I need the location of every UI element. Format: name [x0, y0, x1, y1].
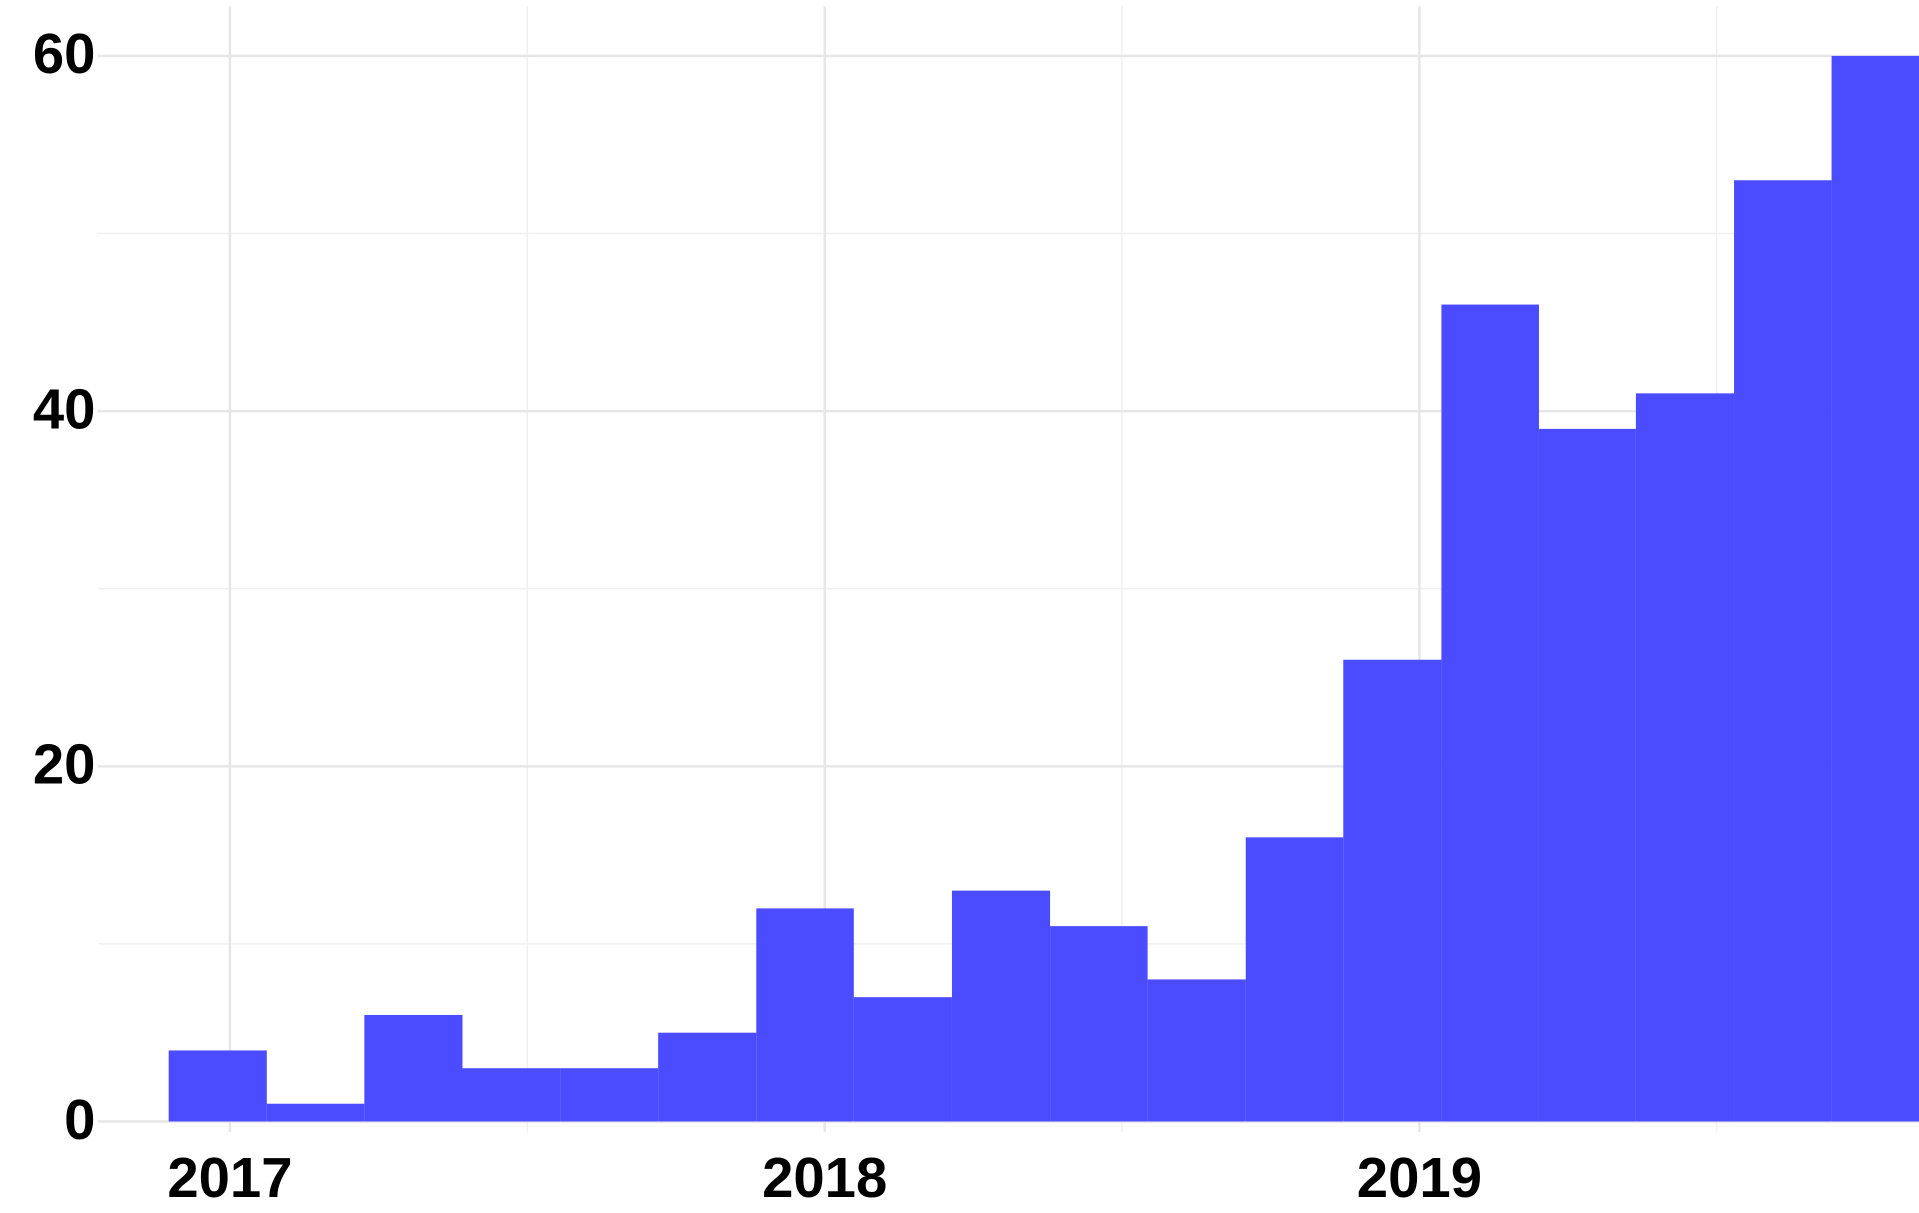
x-tick-label: 2017 [167, 1146, 292, 1209]
bar [951, 890, 1051, 1122]
bar [364, 1014, 463, 1122]
bar [1831, 55, 1919, 1122]
tick-labels: 0 20 40 60 2017 2018 2019 [33, 22, 1482, 1209]
bar [658, 1032, 757, 1122]
y-tick-label: 40 [33, 377, 96, 440]
bar [462, 1068, 561, 1122]
bar [1441, 304, 1539, 1122]
bar [756, 908, 854, 1122]
y-tick-label: 20 [33, 733, 96, 796]
bar [1734, 180, 1832, 1122]
bar [1343, 659, 1442, 1122]
bars [168, 55, 1919, 1122]
bar [853, 997, 952, 1122]
bar [1245, 837, 1344, 1122]
bar [1538, 428, 1636, 1122]
bar [560, 1068, 659, 1122]
y-tick-label: 0 [64, 1088, 95, 1151]
x-tick-label: 2018 [762, 1146, 887, 1209]
bar [1147, 979, 1246, 1122]
bar [1050, 926, 1148, 1122]
bar [168, 1050, 267, 1122]
y-tick-label: 60 [33, 22, 96, 85]
x-tick-label: 2019 [1357, 1146, 1482, 1209]
bar [266, 1103, 365, 1122]
bar [1635, 393, 1735, 1122]
